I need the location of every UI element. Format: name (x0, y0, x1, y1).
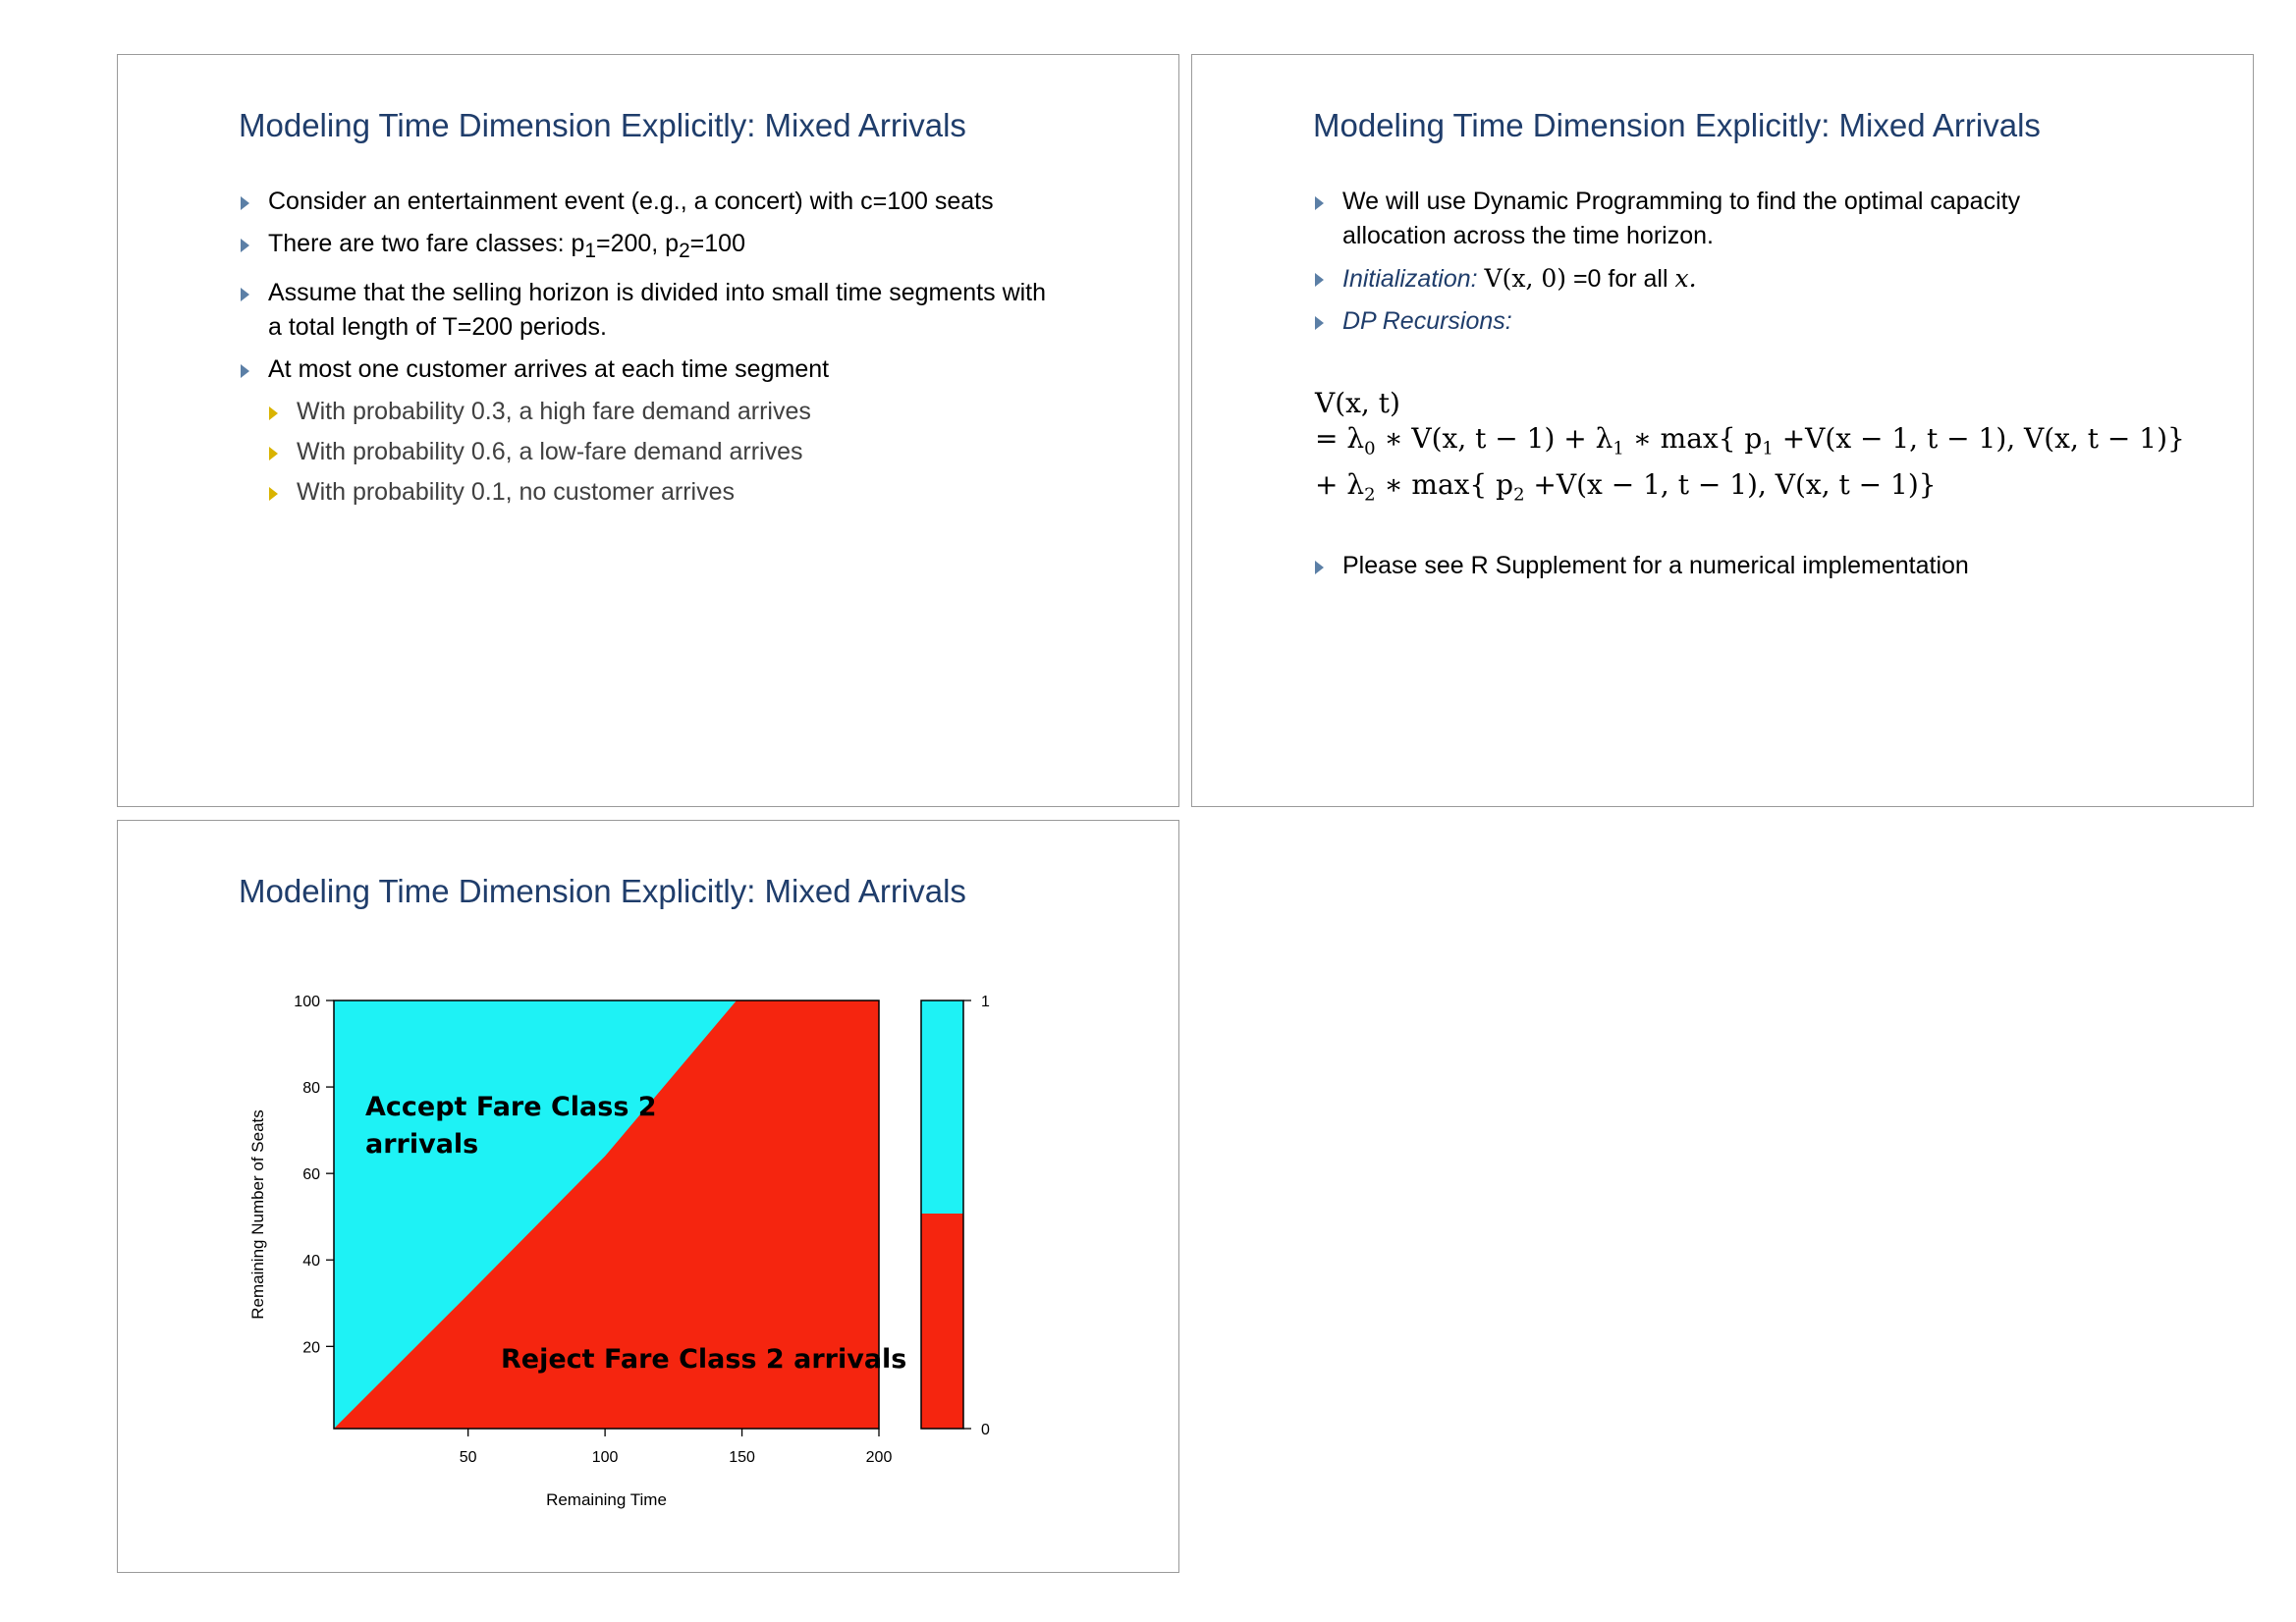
sub-bullet-item: With probability 0.1, no customer arrive… (269, 475, 1144, 510)
y-axis-label: Remaining Number of Seats (248, 1109, 267, 1320)
x-axis-label: Remaining Time (546, 1490, 667, 1509)
reject-label: Reject Fare Class 2 arrivals (501, 1344, 906, 1375)
slide-2: Modeling Time Dimension Explicitly: Mixe… (1191, 54, 2254, 807)
formula-line: = λ0 ∗ V(x, t − 1) + λ1 ∗ max{ p1 +V(x −… (1315, 422, 2185, 460)
math-variable: x. (1674, 264, 1697, 293)
x-tick-label: 200 (866, 1449, 893, 1466)
bullet-text: At most one customer arrives at each tim… (268, 355, 830, 383)
bullet-item: At most one customer arrives at each tim… (241, 352, 1144, 387)
bullet-text: With probability 0.1, no customer arrive… (297, 478, 736, 506)
bullet-text: =100 (689, 230, 745, 257)
math-expression: V(x, 0) (1484, 264, 1566, 293)
bullet-arrow-icon (1315, 316, 1324, 330)
colorbar-tick-label: 1 (981, 994, 990, 1010)
bullet-text: =200, p (595, 230, 680, 257)
bullet-text: With probability 0.6, a low-fare demand … (297, 438, 803, 465)
slide-title: Modeling Time Dimension Explicitly: Mixe… (1313, 107, 2041, 143)
bullet-arrow-icon (241, 364, 249, 378)
dp-recursions-label: DP Recursions: (1342, 307, 1512, 335)
bullet-text: Consider an entertainment event (e.g., a… (268, 188, 994, 215)
bullet-text: There are two fare classes: p (268, 230, 585, 257)
bullet-text: Assume that the selling horizon is divid… (268, 279, 1047, 306)
y-tick-label: 40 (302, 1253, 320, 1270)
bullet-text: allocation across the time horizon. (1342, 222, 1714, 249)
sub-bullet-item: With probability 0.6, a low-fare demand … (269, 435, 1144, 469)
bullet-item: Please see R Supplement for a numerical … (1315, 549, 2218, 583)
bullet-item: Initialization: V(x, 0) =0 for all x. (1315, 261, 2218, 297)
colorbar-tick-label: 0 (981, 1422, 990, 1438)
slide-title: Modeling Time Dimension Explicitly: Mixe… (239, 873, 966, 909)
bullet-item: Assume that the selling horizon is divid… (241, 276, 1144, 345)
bullet-text: With probability 0.3, a high fare demand… (297, 398, 811, 425)
x-tick-label: 50 (460, 1449, 477, 1466)
accept-label: arrivals (365, 1129, 478, 1160)
bullet-arrow-icon (241, 239, 249, 252)
bullet-arrow-icon (241, 196, 249, 210)
y-tick-label: 100 (294, 994, 320, 1010)
heatmap-chart: 20 40 60 80 100 50 100 150 200 Remaining Time Rema… (248, 994, 990, 1509)
initialization-label: Initialization: (1342, 265, 1478, 293)
formula-line: + λ2 ∗ max{ p2 +V(x − 1, t − 1), V(x, t … (1315, 467, 1937, 506)
bullet-arrow-icon (241, 288, 249, 301)
bullet-list: Consider an entertainment event (e.g., a… (241, 185, 1144, 515)
bullet-text: a total length of T=200 periods. (268, 313, 607, 341)
bullet-text: =0 for all (1566, 265, 1675, 293)
x-tick-label: 150 (729, 1449, 755, 1466)
slide-3: Modeling Time Dimension Explicitly: Mixe… (117, 820, 1179, 1573)
bullet-item: There are two fare classes: p1=200, p2=1… (241, 227, 1144, 268)
slide-title: Modeling Time Dimension Explicitly: Mixe… (239, 107, 966, 143)
y-tick-label: 20 (302, 1339, 320, 1356)
y-tick-label: 60 (302, 1166, 320, 1183)
x-tick-label: 100 (592, 1449, 619, 1466)
slide-1: Modeling Time Dimension Explicitly: Mixe… (117, 54, 1179, 807)
bullet-arrow-icon (1315, 273, 1324, 287)
bullet-list: Please see R Supplement for a numerical … (1315, 549, 2218, 591)
subscript: 2 (679, 240, 690, 262)
bullet-item: DP Recursions: (1315, 304, 2218, 339)
plot-frame (333, 1000, 880, 1430)
colorbar-high (921, 1000, 963, 1214)
formula-line: V(x, t) (1315, 387, 1400, 419)
sub-bullet-item: With probability 0.3, a high fare demand… (269, 395, 1144, 429)
bullet-item: Consider an entertainment event (e.g., a… (241, 185, 1144, 219)
bullet-item: We will use Dynamic Programming to find … (1315, 185, 2218, 253)
bullet-arrow-icon (269, 487, 278, 501)
colorbar-frame (920, 1000, 964, 1430)
accept-region (334, 1000, 737, 1429)
subscript: 1 (584, 240, 596, 262)
bullet-text: We will use Dynamic Programming to find … (1342, 188, 2021, 215)
y-tick-label: 80 (302, 1080, 320, 1097)
colorbar-low (921, 1214, 963, 1429)
accept-label: Accept Fare Class 2 (365, 1092, 657, 1122)
bullet-text: Please see R Supplement for a numerical … (1342, 552, 1969, 579)
dp-formula: V(x, t) = λ0 ∗ V(x, t − 1) + λ1 ∗ max{ p… (1315, 386, 2185, 513)
bullet-arrow-icon (1315, 561, 1324, 574)
bullet-arrow-icon (269, 447, 278, 460)
bullet-arrow-icon (1315, 196, 1324, 210)
bullet-arrow-icon (269, 406, 278, 420)
bullet-list: We will use Dynamic Programming to find … (1315, 185, 2218, 347)
